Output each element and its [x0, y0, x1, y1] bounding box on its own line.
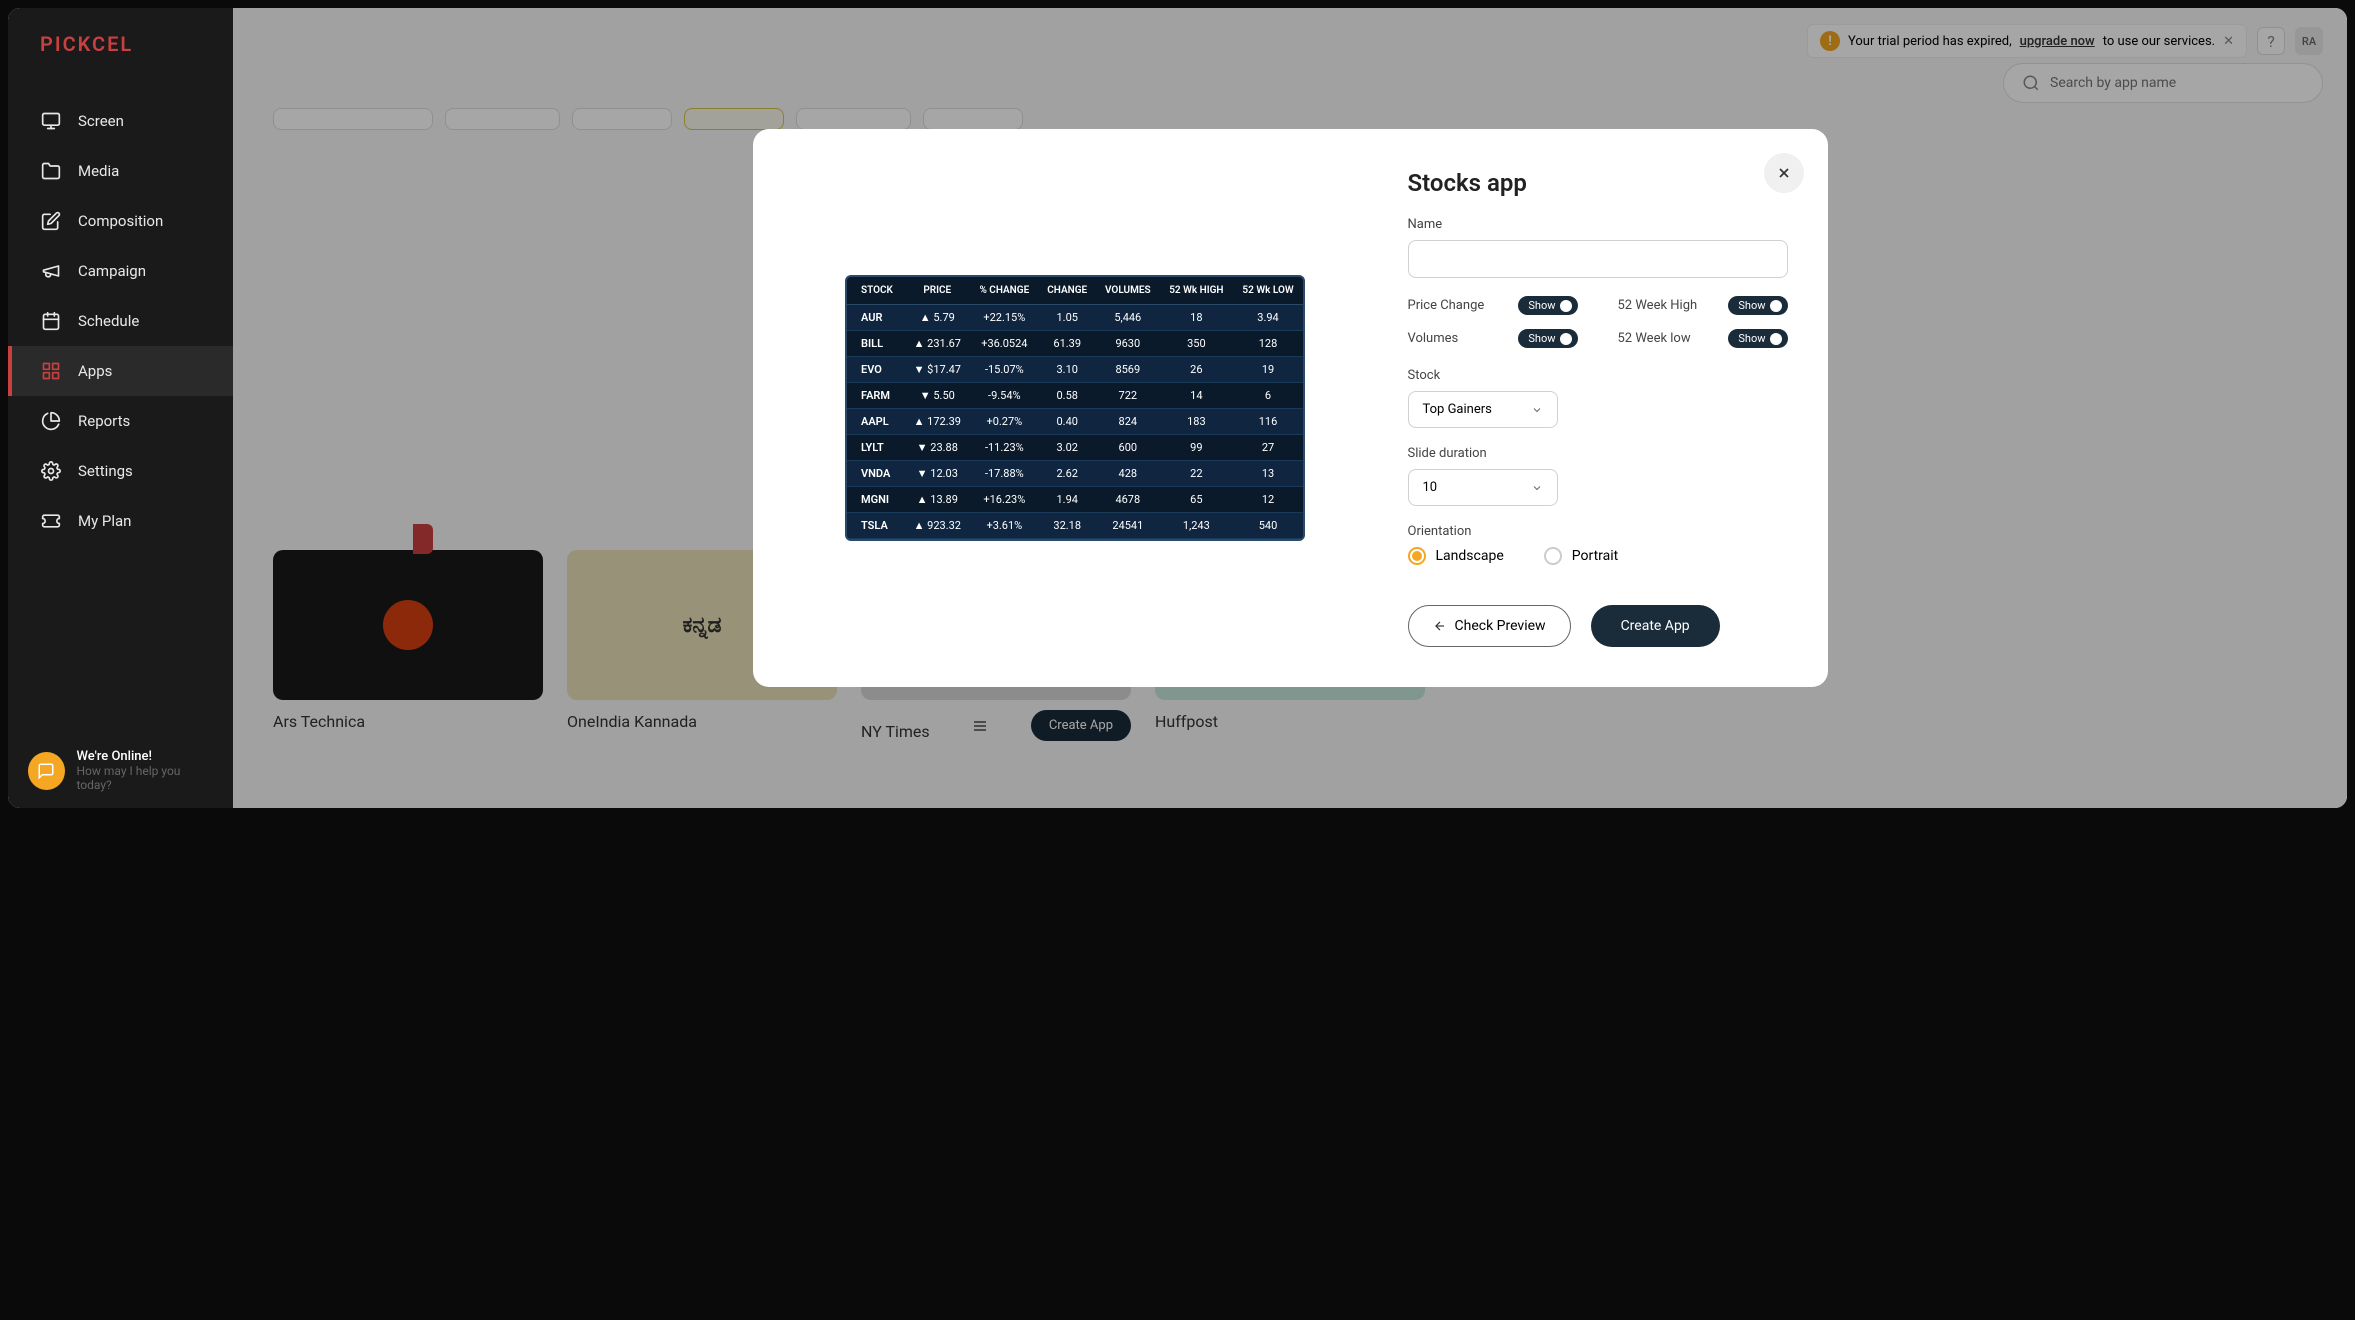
close-icon [1776, 165, 1792, 181]
name-input[interactable] [1408, 240, 1788, 278]
sidebar-item-screen[interactable]: Screen [8, 96, 233, 146]
toggle-switch[interactable]: Show [1518, 296, 1577, 315]
sidebar: PICKCEL ScreenMediaCompositionCampaignSc… [8, 8, 233, 808]
edit-icon [40, 210, 62, 232]
preview-pane: STOCKPRICE% CHANGECHANGEVOLUMES52 Wk HIG… [793, 169, 1358, 647]
brand-text: PICKCEL [40, 32, 201, 56]
sidebar-item-schedule[interactable]: Schedule [8, 296, 233, 346]
radio-icon [1408, 547, 1426, 565]
logo: PICKCEL [8, 8, 233, 96]
chart-icon [40, 410, 62, 432]
nav: Screen Media Composition Campaign Schedule Ap… [8, 96, 233, 733]
grid-icon [40, 360, 62, 382]
name-label: Name [1408, 217, 1788, 232]
nav-label: Settings [78, 462, 133, 480]
nav-label: Media [78, 162, 119, 180]
monitor-icon [40, 110, 62, 132]
chevron-down-icon [1531, 482, 1543, 494]
sidebar-item-composition[interactable]: Composition [8, 196, 233, 246]
app-frame: PICKCEL ScreenMediaCompositionCampaignSc… [8, 8, 2347, 808]
folder-icon [40, 160, 62, 182]
stock-table: STOCKPRICE% CHANGECHANGEVOLUMES52 Wk HIG… [845, 275, 1305, 541]
ticket-icon [40, 510, 62, 532]
modal-actions: Check Preview Create App [1408, 605, 1788, 647]
nav-label: My Plan [78, 512, 131, 530]
sidebar-item-media[interactable]: Media [8, 146, 233, 196]
calendar-icon [40, 310, 62, 332]
chat-widget[interactable]: We're Online! How may I help you today? [8, 733, 233, 808]
orientation-radios: Landscape Portrait [1408, 547, 1788, 565]
stock-select[interactable]: Top Gainers [1408, 391, 1558, 428]
nav-label: Apps [78, 362, 112, 380]
duration-label: Slide duration [1408, 446, 1788, 461]
nav-label: Reports [78, 412, 130, 430]
chat-text: We're Online! How may I help you today? [77, 749, 214, 792]
radio-landscape[interactable]: Landscape [1408, 547, 1504, 565]
toggle-week-low: 52 Week low Show [1618, 329, 1788, 348]
nav-label: Campaign [78, 262, 146, 280]
modal-title: Stocks app [1408, 169, 1788, 197]
toggle-switch[interactable]: Show [1728, 329, 1787, 348]
chat-sub: How may I help you today? [77, 764, 214, 792]
chevron-down-icon [1531, 404, 1543, 416]
chat-icon [28, 752, 65, 790]
sidebar-item-campaign[interactable]: Campaign [8, 246, 233, 296]
nav-label: Schedule [78, 312, 139, 330]
radio-icon [1544, 547, 1562, 565]
toggle-switch[interactable]: Show [1518, 329, 1577, 348]
main-area: ! Your trial period has expired, upgrade… [233, 8, 2347, 808]
toggle-price-change: Price Change Show [1408, 296, 1578, 315]
toggle-week-high: 52 Week High Show [1618, 296, 1788, 315]
sidebar-item-apps[interactable]: Apps [8, 346, 233, 396]
sidebar-item-settings[interactable]: Settings [8, 446, 233, 496]
toggle-volumes: Volumes Show [1408, 329, 1578, 348]
orientation-label: Orientation [1408, 524, 1788, 539]
arrow-left-icon [1433, 619, 1447, 633]
megaphone-icon [40, 260, 62, 282]
radio-portrait[interactable]: Portrait [1544, 547, 1618, 565]
gear-icon [40, 460, 62, 482]
create-app-button[interactable]: Create App [1591, 605, 1720, 647]
toggle-grid: Price Change Show 52 Week High Show Volu… [1408, 296, 1788, 348]
config-form: Stocks app Name Price Change Show 52 Wee… [1408, 169, 1788, 647]
modal-overlay: STOCKPRICE% CHANGECHANGEVOLUMES52 Wk HIG… [233, 8, 2347, 808]
stock-label: Stock [1408, 368, 1788, 383]
check-preview-button[interactable]: Check Preview [1408, 605, 1571, 647]
duration-select[interactable]: 10 [1408, 469, 1558, 506]
sidebar-item-reports[interactable]: Reports [8, 396, 233, 446]
close-button[interactable] [1764, 153, 1804, 193]
toggle-switch[interactable]: Show [1728, 296, 1787, 315]
nav-label: Composition [78, 212, 163, 230]
sidebar-item-my-plan[interactable]: My Plan [8, 496, 233, 546]
stocks-modal: STOCKPRICE% CHANGECHANGEVOLUMES52 Wk HIG… [753, 129, 1828, 687]
nav-label: Screen [78, 112, 124, 130]
chat-title: We're Online! [77, 749, 214, 764]
